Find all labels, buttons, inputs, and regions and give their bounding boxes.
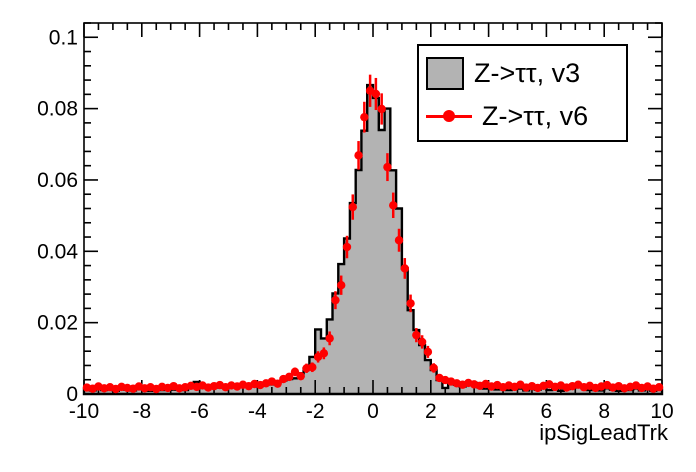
- data-point-marker: [406, 299, 415, 308]
- x-tick-label: 10: [650, 400, 673, 423]
- x-tick-label: -2: [306, 400, 325, 423]
- data-point-marker: [284, 372, 294, 382]
- data-point-marker: [348, 202, 357, 212]
- legend-box: Z->ττ, v3 Z->ττ, v6: [417, 44, 628, 142]
- x-tick-label: -4: [248, 400, 267, 423]
- data-point-marker: [383, 162, 392, 172]
- data-point-marker: [377, 104, 386, 114]
- data-point-marker: [319, 349, 329, 358]
- legend-swatch-filled-histogram: [426, 56, 464, 90]
- data-point-marker: [429, 363, 438, 373]
- legend-marker-dot: [443, 110, 455, 122]
- x-tick-label: 8: [598, 400, 610, 423]
- y-tick-label: 0.02: [37, 312, 78, 335]
- x-tick-label: 2: [425, 400, 437, 423]
- data-point-marker: [325, 334, 334, 343]
- legend-label-v6: Z->ττ, v6: [482, 100, 589, 131]
- data-point-marker: [290, 367, 300, 377]
- legend-item-v6: Z->ττ, v6: [426, 100, 626, 131]
- y-tick-label: 0.06: [37, 169, 78, 192]
- legend-item-v3: Z->ττ, v3: [426, 56, 626, 90]
- x-tick-label: 0: [367, 400, 379, 423]
- x-tick-label: 4: [483, 400, 495, 423]
- y-tick-label: 0: [66, 383, 78, 406]
- data-point-marker: [400, 264, 409, 273]
- x-tick-label: 6: [541, 400, 553, 423]
- x-axis-title: ipSigLeadTrk: [539, 420, 669, 445]
- y-tick-label: 0.08: [37, 98, 78, 121]
- data-point-marker: [654, 383, 664, 392]
- data-point-marker: [296, 371, 305, 381]
- x-tick-label: -8: [132, 400, 151, 423]
- y-tick-label: 0.1: [49, 26, 78, 49]
- data-point-marker: [308, 363, 317, 372]
- data-point-marker: [412, 330, 421, 340]
- data-point-marker: [354, 151, 363, 160]
- y-tick-label: 0.04: [37, 240, 78, 263]
- data-point-marker: [423, 347, 433, 357]
- x-tick-label: -10: [69, 400, 99, 423]
- data-point-marker: [371, 89, 381, 99]
- data-point-marker: [331, 295, 340, 305]
- legend-swatch-errorbar-marker: [426, 106, 472, 126]
- x-tick-label: -6: [190, 400, 209, 423]
- data-point-marker: [337, 280, 346, 290]
- data-point-marker: [417, 337, 427, 347]
- data-point-marker: [394, 236, 404, 245]
- legend-label-v3: Z->ττ, v3: [474, 57, 581, 88]
- data-point-marker: [273, 379, 282, 388]
- data-point-marker: [360, 112, 369, 122]
- data-point-marker: [389, 201, 398, 210]
- data-point-marker: [342, 242, 352, 252]
